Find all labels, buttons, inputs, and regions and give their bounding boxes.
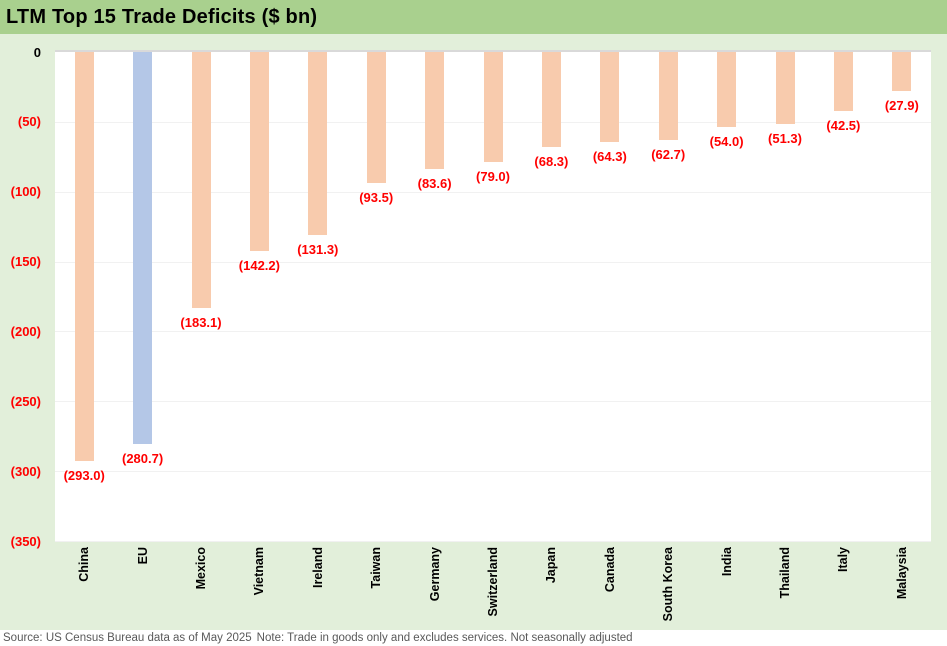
bar-value-label-germany: (83.6): [417, 175, 452, 191]
bar-value-label-italy: (42.5): [826, 118, 861, 134]
gridline-150: [55, 261, 931, 263]
x-label-vietnam: Vietnam: [252, 547, 267, 596]
bar-india: [717, 52, 737, 128]
gridline-200: [55, 331, 931, 333]
bar-ireland: [308, 52, 328, 236]
x-label-italy: Italy: [836, 547, 851, 573]
bar-value-label-south-korea: (62.7): [651, 146, 686, 162]
zero-axis-line: [55, 50, 931, 52]
bar-malaysia: [892, 52, 912, 91]
gridline-300: [55, 471, 931, 473]
y-tick-label-200: (200): [10, 323, 41, 339]
bar-thailand: [775, 52, 795, 124]
footer-band: Source: US Census Bureau data as of May …: [0, 630, 947, 646]
chart-title: LTM Top 15 Trade Deficits ($ bn): [6, 5, 318, 28]
x-label-india: India: [719, 547, 734, 577]
x-label-canada: Canada: [602, 547, 617, 593]
gridline-100: [55, 191, 931, 193]
bar-value-label-china: (293.0): [63, 468, 105, 484]
bar-eu: [133, 52, 153, 445]
bar-vietnam: [249, 52, 269, 251]
y-tick-label-0: 0: [33, 44, 41, 60]
x-label-south-korea: South Korea: [661, 547, 676, 622]
bar-value-label-mexico: (183.1): [180, 314, 222, 330]
x-label-japan: Japan: [544, 547, 559, 584]
bar-value-label-ireland: (131.3): [297, 242, 339, 258]
x-label-eu: EU: [135, 547, 150, 565]
bar-value-label-taiwan: (93.5): [359, 189, 394, 205]
y-tick-label-150: (150): [10, 254, 41, 270]
bar-japan: [541, 52, 561, 148]
footer-source-text: Source: US Census Bureau data as of May …: [3, 632, 252, 644]
bar-value-label-thailand: (51.3): [768, 130, 802, 146]
x-label-taiwan: Taiwan: [369, 547, 384, 589]
x-label-ireland: Ireland: [310, 547, 325, 588]
y-tick-label-350: (350): [10, 533, 41, 549]
chart-title-band: LTM Top 15 Trade Deficits ($ bn): [0, 0, 947, 34]
bar-canada: [600, 52, 620, 142]
bar-value-label-india: (54.0): [709, 134, 744, 150]
y-tick-label-300: (300): [10, 463, 41, 479]
bar-mexico: [191, 52, 211, 308]
x-label-malaysia: Malaysia: [894, 547, 909, 600]
bar-value-label-malaysia: (27.9): [884, 97, 919, 113]
y-tick-label-100: (100): [10, 184, 41, 200]
x-label-china: China: [77, 547, 92, 582]
x-label-thailand: Thailand: [778, 547, 792, 599]
y-tick-label-250: (250): [10, 393, 41, 409]
x-label-germany: Germany: [427, 547, 442, 602]
bar-value-label-vietnam: (142.2): [238, 257, 280, 273]
bar-switzerland: [483, 52, 503, 163]
gridline-350: [55, 541, 931, 542]
bar-taiwan: [366, 52, 386, 183]
x-label-switzerland: Switzerland: [486, 547, 500, 617]
bar-value-label-switzerland: (79.0): [476, 169, 510, 185]
bar-value-label-eu: (280.7): [121, 451, 164, 467]
footer-note-text: Note: Trade in goods only and excludes s…: [256, 632, 633, 644]
bar-germany: [425, 52, 445, 169]
bar-south-korea: [658, 52, 678, 140]
y-tick-label-50: (50): [17, 114, 41, 130]
bar-value-label-japan: (68.3): [534, 154, 569, 170]
bar-china: [74, 52, 94, 462]
bar-italy: [833, 52, 853, 112]
bar-value-label-canada: (64.3): [592, 148, 627, 164]
x-label-mexico: Mexico: [194, 547, 208, 590]
gridline-250: [55, 401, 931, 403]
